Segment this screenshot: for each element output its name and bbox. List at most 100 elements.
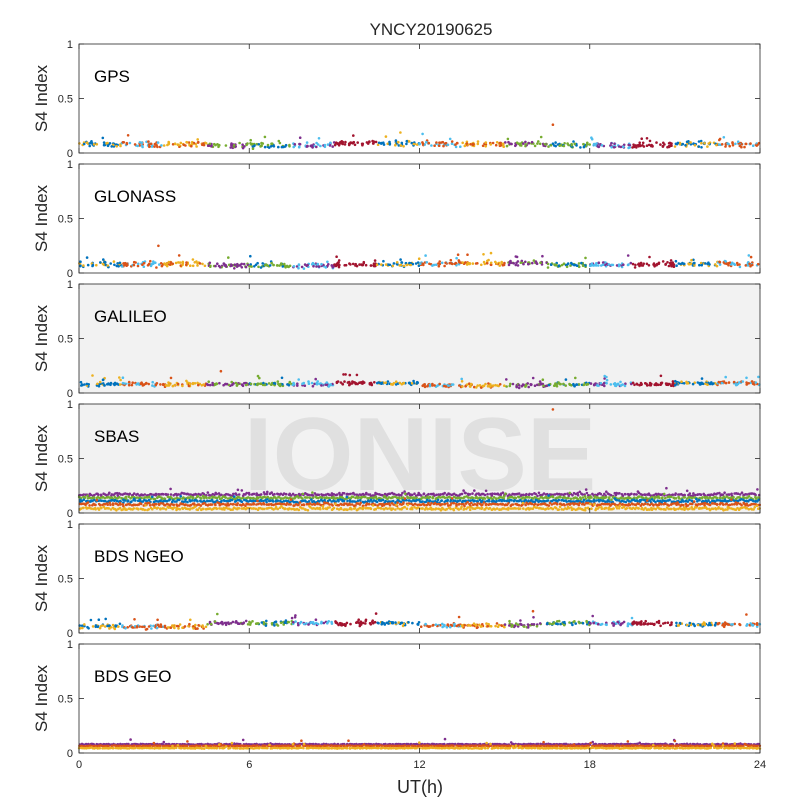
data-point (344, 373, 347, 376)
data-point (389, 504, 392, 507)
data-point (658, 497, 661, 500)
data-point (719, 138, 722, 141)
data-point (500, 261, 503, 264)
data-point (580, 498, 583, 501)
data-point (507, 138, 510, 141)
data-point (157, 141, 160, 144)
data-point (336, 493, 339, 496)
data-point (209, 384, 212, 387)
data-point (593, 383, 596, 386)
data-point (166, 265, 169, 268)
data-point (243, 263, 246, 266)
data-point (189, 495, 192, 498)
data-point (479, 384, 482, 387)
data-point (756, 143, 759, 146)
data-point (649, 140, 652, 143)
data-point (731, 141, 734, 144)
data-point (216, 508, 219, 511)
data-point (675, 264, 678, 267)
data-point (133, 618, 136, 621)
data-point (424, 623, 427, 626)
data-point (342, 623, 345, 626)
data-point (565, 378, 568, 381)
data-point (205, 626, 208, 629)
data-point (466, 501, 469, 504)
data-point (99, 261, 102, 264)
data-point (214, 620, 217, 623)
data-point (481, 503, 484, 506)
data-point (311, 382, 314, 385)
data-point (461, 261, 464, 264)
data-point (156, 146, 159, 149)
data-point (651, 496, 654, 499)
data-point (573, 385, 576, 388)
data-point (563, 621, 566, 624)
data-point (558, 508, 561, 511)
data-point (743, 146, 746, 149)
data-point (632, 623, 635, 626)
data-point (423, 492, 426, 495)
data-point (489, 143, 492, 146)
data-point (593, 503, 596, 506)
data-point (288, 144, 291, 147)
data-point (634, 266, 637, 269)
data-point (741, 491, 744, 494)
data-point (634, 264, 637, 267)
data-point (605, 624, 608, 627)
y-axis-title: S4 Index (32, 64, 51, 132)
data-point (597, 264, 600, 267)
data-point (113, 264, 116, 267)
data-point (674, 380, 677, 383)
data-point (570, 498, 573, 501)
data-point (510, 625, 513, 628)
data-point (555, 622, 558, 625)
data-point (227, 256, 230, 259)
data-point (94, 504, 97, 507)
data-point (148, 625, 151, 628)
data-point (650, 144, 653, 147)
data-point (488, 500, 491, 503)
data-point (344, 143, 347, 146)
data-point (599, 623, 602, 626)
data-point (399, 258, 402, 261)
data-point (497, 503, 500, 506)
data-point (359, 499, 362, 502)
data-point (380, 142, 383, 145)
data-point (151, 508, 154, 511)
data-point (99, 381, 102, 384)
data-point (136, 382, 139, 385)
data-point (757, 376, 760, 379)
data-point (331, 504, 334, 507)
data-point (376, 501, 379, 504)
data-point (384, 500, 387, 503)
data-point (664, 508, 667, 511)
data-point (411, 508, 414, 511)
data-point (395, 139, 398, 142)
data-point (616, 499, 619, 502)
data-point (86, 383, 89, 386)
data-point (736, 262, 739, 265)
data-point (192, 258, 195, 261)
data-point (399, 382, 402, 385)
data-point (650, 384, 653, 387)
data-point (724, 260, 727, 263)
data-point (531, 141, 534, 144)
data-point (340, 508, 343, 511)
data-point (109, 262, 112, 265)
data-point (220, 500, 223, 503)
data-point (356, 374, 359, 377)
data-point (496, 141, 499, 144)
data-point (220, 370, 223, 373)
data-point (522, 383, 525, 386)
data-point (755, 497, 758, 500)
data-point (260, 493, 263, 496)
data-point (515, 264, 518, 267)
data-point (464, 145, 467, 148)
data-point (709, 504, 712, 507)
data-point (591, 262, 594, 265)
data-point (485, 503, 488, 506)
data-point (636, 500, 639, 503)
data-point (675, 497, 678, 500)
data-point (528, 142, 531, 145)
